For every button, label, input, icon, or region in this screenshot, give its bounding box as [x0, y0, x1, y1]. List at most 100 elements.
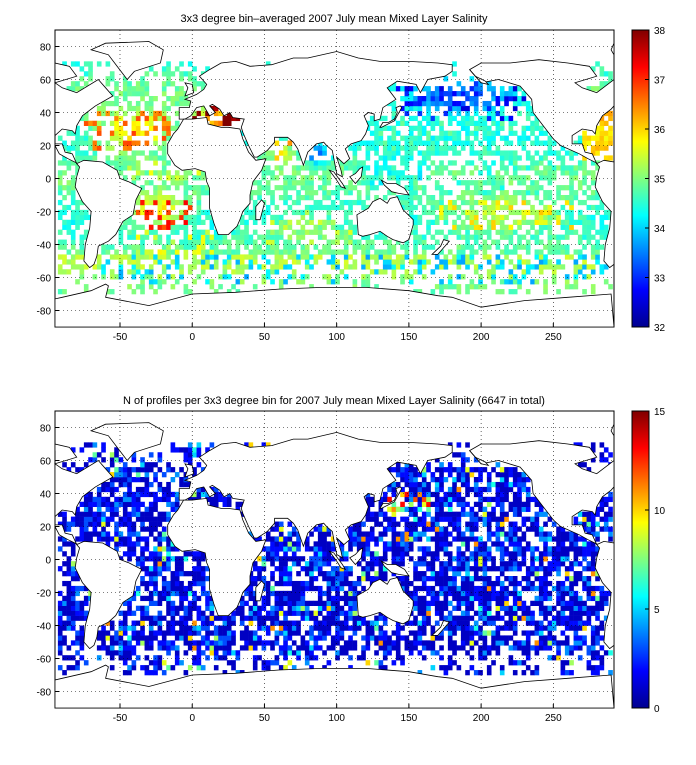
map-cell — [192, 240, 197, 245]
map-cell — [422, 487, 427, 492]
map-cell — [448, 635, 453, 640]
map-cell — [357, 160, 362, 165]
map-cell — [509, 502, 514, 507]
map-cell — [84, 527, 89, 532]
map-cell — [535, 190, 540, 195]
map-cell — [175, 230, 180, 235]
map-cell — [114, 155, 119, 160]
map-cell — [288, 536, 293, 541]
map-cell — [88, 71, 93, 76]
map-cell — [504, 512, 509, 517]
map-cell — [171, 180, 176, 185]
map-cell — [75, 606, 80, 611]
map-cell — [448, 111, 453, 116]
map-cell — [535, 264, 540, 269]
map-cell — [513, 531, 518, 536]
map-cell — [513, 472, 518, 477]
map-cell — [474, 621, 479, 626]
map-cell — [127, 269, 132, 274]
map-cell — [478, 630, 483, 635]
map-cell — [400, 160, 405, 165]
map-cell — [197, 245, 202, 250]
map-cell — [431, 96, 436, 101]
map-cell — [71, 220, 76, 225]
map-cell — [400, 655, 405, 660]
map-cell — [210, 616, 215, 621]
map-cell — [314, 230, 319, 235]
map-cell — [162, 106, 167, 111]
map-cell — [413, 601, 418, 606]
map-cell — [314, 611, 319, 616]
map-cell — [418, 596, 423, 601]
map-cell — [309, 240, 314, 245]
map-cell — [166, 200, 171, 205]
map-cell — [539, 249, 544, 254]
map-cell — [136, 245, 141, 250]
map-cell — [283, 635, 288, 640]
map-cell — [500, 670, 505, 675]
map-cell — [227, 264, 232, 269]
map-cell — [184, 235, 189, 240]
map-cell — [435, 576, 440, 581]
map-cell — [331, 205, 336, 210]
map-cell — [474, 487, 479, 492]
map-cell — [539, 210, 544, 215]
map-cell — [205, 230, 210, 235]
map-cell — [465, 502, 470, 507]
map-cell — [513, 160, 518, 165]
map-cell — [71, 576, 76, 581]
map-cell — [97, 517, 102, 522]
map-cell — [370, 141, 375, 146]
map-cell — [58, 254, 63, 259]
map-cell — [409, 126, 414, 131]
map-cell — [418, 131, 423, 136]
map-cell — [166, 66, 171, 71]
map-cell — [175, 101, 180, 106]
map-cell — [149, 467, 154, 472]
map-cell — [322, 220, 327, 225]
map-cell — [322, 225, 327, 230]
map-cell — [296, 220, 301, 225]
map-cell — [218, 655, 223, 660]
map-cell — [465, 96, 470, 101]
map-cell — [413, 259, 418, 264]
map-cell — [431, 205, 436, 210]
map-cell — [123, 507, 128, 512]
map-cell — [500, 230, 505, 235]
map-cell — [119, 136, 124, 141]
map-cell — [500, 640, 505, 645]
map-cell — [244, 626, 249, 631]
map-cell — [487, 259, 492, 264]
map-cell — [140, 205, 145, 210]
map-cell — [322, 635, 327, 640]
map-cell — [127, 467, 132, 472]
map-cell — [548, 165, 553, 170]
map-cell — [110, 457, 115, 462]
map-cell — [71, 546, 76, 551]
map-cell — [548, 180, 553, 185]
map-cell — [400, 492, 405, 497]
map-cell — [171, 442, 176, 447]
map-cell — [201, 556, 206, 561]
map-cell — [145, 101, 150, 106]
map-cell — [457, 195, 462, 200]
map-cell — [236, 249, 241, 254]
map-cell — [522, 274, 527, 279]
map-cell — [266, 596, 271, 601]
map-cell — [331, 190, 336, 195]
map-cell — [392, 660, 397, 665]
map-cell — [205, 190, 210, 195]
map-cell — [223, 635, 228, 640]
map-cell — [266, 269, 271, 274]
map-cell — [535, 195, 540, 200]
map-cell — [535, 650, 540, 655]
map-cell — [474, 101, 479, 106]
map-cell — [171, 502, 176, 507]
map-cell — [366, 640, 371, 645]
map-cell — [500, 517, 505, 522]
map-cell — [474, 596, 479, 601]
map-cell — [197, 447, 202, 452]
map-cell — [526, 581, 531, 586]
map-cell — [500, 566, 505, 571]
map-cell — [396, 121, 401, 126]
